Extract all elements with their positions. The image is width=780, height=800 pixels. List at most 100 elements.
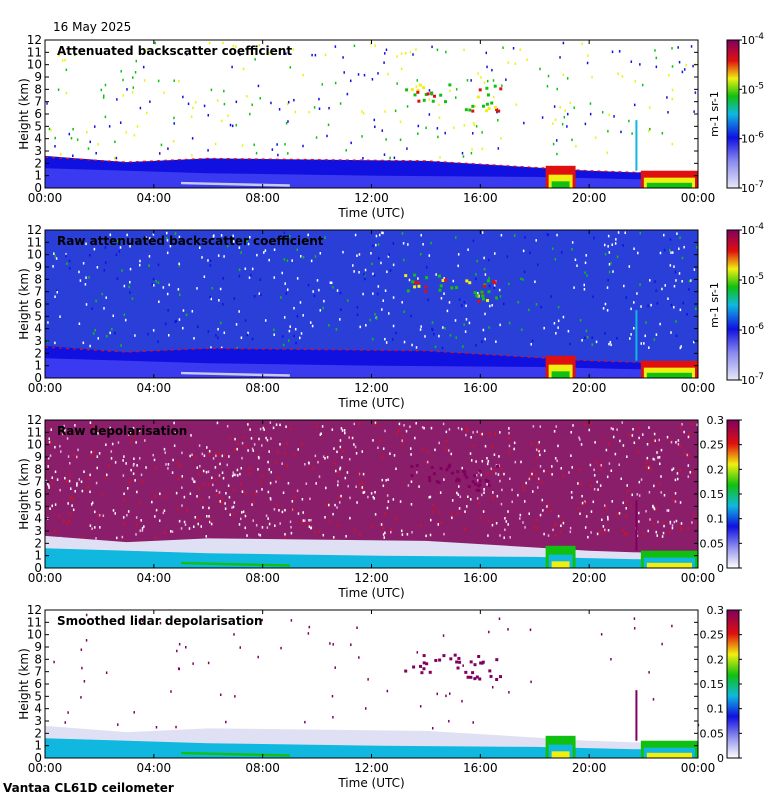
texture-speck [371, 262, 373, 266]
texture-speck [234, 448, 236, 452]
texture-speck [106, 473, 108, 477]
texture-speck [580, 482, 583, 486]
texture-speck [566, 125, 568, 128]
texture-speck [462, 664, 464, 667]
texture-speck [358, 422, 360, 426]
texture-speck [671, 468, 673, 472]
texture-speck [82, 536, 85, 540]
texture-speck [258, 533, 260, 536]
texture-speck [68, 259, 71, 263]
texture-speck [362, 292, 364, 296]
y-tick-label: 0 [34, 371, 42, 385]
texture-speck [209, 520, 211, 524]
cloud-cell [499, 675, 503, 679]
texture-speck [591, 75, 593, 79]
texture-speck [601, 111, 604, 114]
texture-speck [535, 474, 537, 478]
texture-speck [152, 329, 155, 332]
texture-speck [481, 340, 483, 343]
texture-speck [228, 495, 231, 499]
texture-speck [524, 526, 526, 529]
texture-speck [578, 436, 580, 439]
texture-speck [445, 430, 448, 434]
texture-speck [108, 464, 110, 467]
y-axis-label: Height (km) [17, 78, 31, 149]
texture-speck [67, 455, 70, 458]
texture-speck [263, 251, 265, 254]
cloud-cell [485, 102, 489, 106]
cloud-cell [458, 660, 462, 664]
texture-speck [363, 272, 365, 276]
texture-speck [346, 471, 349, 474]
texture-speck [607, 234, 610, 238]
texture-speck [302, 519, 305, 522]
texture-speck [436, 692, 439, 696]
texture-speck [197, 517, 199, 521]
texture-speck [362, 491, 365, 494]
cloud-cell [467, 484, 471, 488]
texture-speck [95, 299, 97, 303]
texture-speck [610, 343, 612, 347]
texture-speck [482, 328, 485, 332]
texture-speck [305, 237, 308, 241]
texture-speck [314, 255, 317, 258]
texture-speck [500, 137, 502, 140]
texture-speck [681, 70, 684, 74]
texture-speck [560, 524, 562, 528]
texture-speck [409, 425, 411, 428]
texture-speck [309, 497, 311, 501]
texture-speck [336, 289, 339, 292]
texture-speck [677, 443, 680, 446]
texture-speck [349, 79, 352, 83]
texture-speck [261, 618, 263, 622]
texture-speck [296, 489, 299, 493]
low-cloud-base [646, 372, 692, 378]
texture-speck [616, 428, 618, 431]
texture-speck [324, 53, 327, 57]
y-tick-label: 9 [34, 640, 42, 654]
y-tick-label: 4 [34, 322, 42, 336]
texture-speck [71, 497, 74, 501]
texture-speck [513, 441, 516, 445]
cloud-cell [495, 108, 499, 112]
texture-speck [649, 127, 651, 131]
cloud-cell [478, 677, 482, 681]
texture-speck [590, 510, 593, 513]
texture-speck [97, 143, 99, 146]
texture-speck [278, 108, 281, 111]
cloud-cell [471, 480, 475, 484]
cloud-cell [444, 100, 448, 104]
texture-speck [669, 522, 672, 525]
cloud-cell [487, 290, 491, 294]
x-tick-label: 00:00 [28, 761, 63, 775]
texture-speck [56, 290, 59, 294]
cloud-cell [495, 296, 499, 300]
texture-speck [196, 466, 198, 469]
texture-speck [173, 122, 175, 125]
texture-speck [641, 83, 644, 87]
texture-speck [48, 127, 51, 131]
texture-speck [679, 444, 682, 448]
texture-speck [141, 527, 144, 530]
texture-speck [649, 518, 651, 521]
texture-speck [189, 454, 191, 458]
texture-speck [501, 84, 503, 87]
texture-speck [578, 468, 581, 471]
texture-speck [103, 269, 106, 272]
texture-speck [535, 448, 538, 452]
texture-speck [374, 490, 376, 494]
texture-speck [610, 261, 612, 265]
texture-speck [316, 425, 318, 428]
cloud-cell [412, 665, 416, 669]
texture-speck [439, 156, 441, 159]
texture-speck [658, 482, 661, 486]
texture-speck [671, 524, 674, 527]
texture-speck [500, 502, 503, 506]
texture-speck [449, 89, 451, 92]
texture-speck [287, 481, 290, 485]
texture-speck [165, 231, 168, 235]
colorbar-unit-label: m-1 sr-1 [708, 282, 721, 328]
texture-speck [205, 535, 208, 538]
cloud-cell [445, 468, 449, 472]
texture-speck [91, 501, 94, 504]
